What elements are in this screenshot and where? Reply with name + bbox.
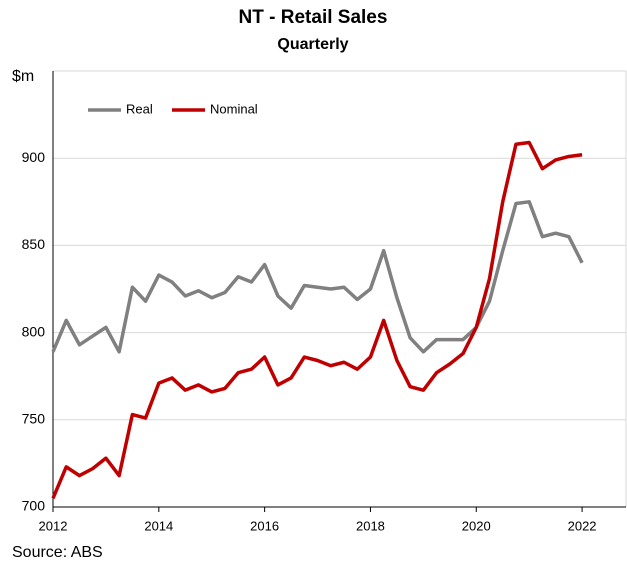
y-tick-label: 900 bbox=[22, 149, 46, 165]
y-tick-label: 850 bbox=[22, 236, 46, 252]
series-line bbox=[51, 140, 583, 499]
x-tick-label: 2020 bbox=[462, 518, 491, 533]
y-tick-label: 700 bbox=[22, 498, 46, 514]
x-tick-label: 2012 bbox=[39, 518, 68, 533]
series-line bbox=[51, 200, 584, 354]
x-tick-label: 2022 bbox=[568, 518, 597, 533]
y-axis-label: $m bbox=[12, 68, 34, 85]
chart-title: NT - Retail Sales bbox=[239, 7, 388, 28]
legend-label: Real bbox=[126, 101, 153, 116]
x-tick-label: 2014 bbox=[144, 518, 173, 533]
x-tick-label: 2018 bbox=[356, 518, 385, 533]
x-tick-label: 2016 bbox=[250, 518, 279, 533]
chart-subtitle: Quarterly bbox=[277, 36, 348, 53]
y-tick-label: 800 bbox=[22, 323, 46, 339]
legend-label: Nominal bbox=[210, 101, 258, 116]
source: Source: ABS bbox=[12, 544, 103, 561]
y-tick-label: 750 bbox=[22, 411, 46, 427]
